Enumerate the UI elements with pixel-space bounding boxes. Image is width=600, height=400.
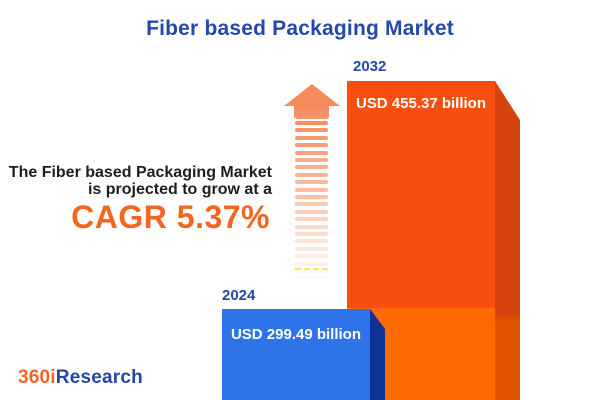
bar-2032-side-face xyxy=(495,81,520,400)
arrow-stripe xyxy=(295,261,328,266)
arrow-stripe xyxy=(295,187,328,192)
arrow-stripe xyxy=(295,239,328,244)
arrow-stripe xyxy=(295,246,328,251)
arrow-stripe xyxy=(295,209,328,214)
arrow-stripe xyxy=(295,276,328,281)
logo-part-360i: 360i xyxy=(18,367,56,388)
market-description: The Fiber based Packaging Market is proj… xyxy=(9,164,272,198)
arrow-stripe xyxy=(295,128,328,133)
arrow-stripe xyxy=(295,224,328,229)
description-line-2: is projected to grow at a xyxy=(87,181,272,198)
bar-2024-year-label: 2024 xyxy=(222,287,256,304)
arrow-stripe xyxy=(295,232,328,236)
arrow-stripe xyxy=(295,135,328,140)
arrow-stripe xyxy=(295,150,328,155)
arrow-stripe xyxy=(295,158,328,162)
bar-2024-value-label: USD 299.49 billion xyxy=(230,326,362,343)
arrow-stripes xyxy=(295,121,328,291)
page-title: Fiber based Packaging Market xyxy=(146,17,454,40)
company-logo: 360iResearch xyxy=(18,367,143,389)
bar-2024 xyxy=(222,309,370,400)
arrow-stripe xyxy=(295,172,328,177)
arrow-stripe xyxy=(295,195,328,199)
logo-part-research: Research xyxy=(55,367,143,388)
arrow-stripe xyxy=(295,180,328,185)
arrow-stripe xyxy=(295,165,328,170)
dashed-guide-line xyxy=(295,268,328,270)
arrow-stripe xyxy=(295,143,328,148)
arrow-head-neck xyxy=(294,104,329,119)
arrow-stripe xyxy=(295,269,328,273)
arrow-stripe xyxy=(295,217,328,222)
arrow-head-triangle xyxy=(284,84,340,106)
arrow-stripe xyxy=(295,121,328,125)
arrow-stripe xyxy=(295,202,328,207)
bar-2032-value-label: USD 455.37 billion xyxy=(355,95,487,112)
description-line-1: The Fiber based Packaging Market xyxy=(8,164,272,181)
bar-2032-year-label: 2032 xyxy=(353,58,387,75)
bar-2024-side-face xyxy=(370,309,385,400)
arrow-stripe xyxy=(295,254,328,259)
cagr-value: CAGR 5.37% xyxy=(71,199,270,235)
